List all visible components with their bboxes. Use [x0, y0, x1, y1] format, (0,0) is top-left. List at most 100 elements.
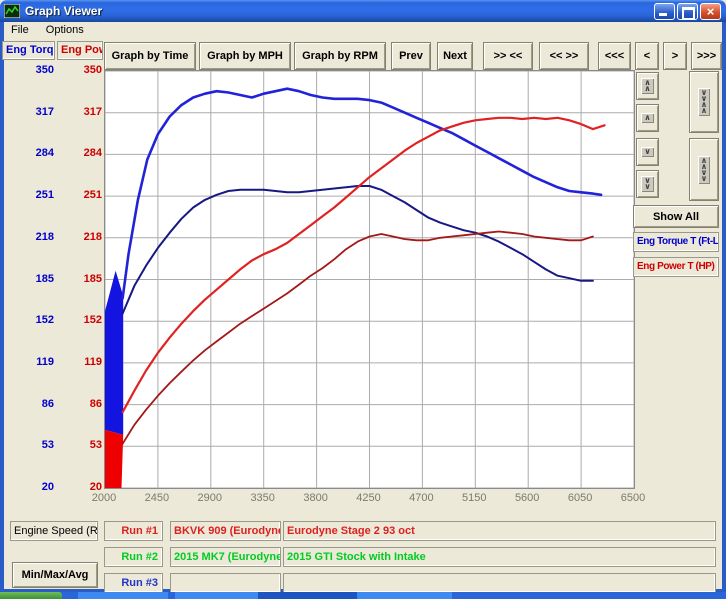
curve-run1_power — [121, 116, 606, 414]
scroll-down-double-icon: ∨ ∨ — [641, 176, 654, 192]
scroll-down-icon: ∨ — [641, 147, 654, 157]
curve-run2_power — [121, 230, 594, 445]
y-tick-label: 185 — [35, 272, 54, 285]
torque-axis-title: Eng Torqu — [2, 41, 55, 60]
taskbar-window-button[interactable] — [258, 592, 357, 599]
zoom-out-x-button[interactable]: << >> — [539, 42, 589, 70]
scroll-up-double-icon: ∧ ∧ — [641, 78, 654, 94]
run-1-file-field[interactable]: BKVK 909 (Eurodyne, B — [170, 521, 281, 541]
curve-run2_torque — [121, 185, 594, 315]
y-tick-label: 86 — [41, 397, 54, 410]
run-1-description-field[interactable]: Eurodyne Stage 2 93 oct — [283, 521, 716, 541]
window-border-left — [0, 22, 4, 592]
start-noise-torque — [105, 270, 124, 435]
start-noise-power — [105, 429, 124, 488]
y-tick-label: 350 — [35, 64, 54, 76]
y-tick-label: 152 — [83, 314, 102, 327]
pan-far-right-button[interactable]: >>> — [691, 42, 722, 70]
power-axis-title: Eng Powe — [57, 41, 103, 60]
run-3-description-field[interactable] — [283, 573, 716, 593]
taskbar-window-button[interactable] — [357, 592, 452, 599]
x-tick-label: 2000 — [91, 492, 117, 504]
scroll-up-double-button[interactable]: ∧ ∧ — [636, 72, 659, 100]
expand-y-button[interactable]: ∧ ∧ ∨ ∨ — [689, 138, 719, 201]
x-axis-label-box: Engine Speed (RPM — [10, 521, 98, 541]
prev-button[interactable]: Prev — [391, 42, 431, 70]
y-tick-label: 119 — [84, 355, 102, 368]
scroll-up-button[interactable]: ∧ — [636, 104, 659, 132]
run-label-2: Run #2 — [104, 547, 163, 567]
close-button[interactable]: × — [700, 3, 721, 20]
run-label-1: Run #1 — [104, 521, 163, 541]
dyno-chart — [105, 71, 634, 488]
scroll-up-icon: ∧ — [641, 113, 654, 123]
graph-by-rpm-button[interactable]: Graph by RPM — [294, 42, 386, 70]
y-tick-label: 20 — [41, 481, 54, 493]
pan-left-button[interactable]: < — [635, 42, 659, 70]
run-2-description-field[interactable]: 2015 GTI Stock with Intake — [283, 547, 716, 567]
collapse-y-button[interactable]: ∨ ∨ ∧ ∧ — [689, 71, 719, 133]
y-tick-label: 284 — [83, 147, 102, 160]
y-tick-label: 218 — [83, 230, 102, 243]
x-tick-label: 4250 — [356, 492, 381, 504]
title-bar[interactable]: Graph Viewer × — [0, 0, 726, 22]
x-tick-label: 5600 — [514, 492, 540, 504]
run-label-3: Run #3 — [104, 573, 163, 593]
chart-plot-area[interactable] — [104, 70, 635, 489]
x-tick-label: 3350 — [250, 492, 275, 504]
y-tick-label: 350 — [83, 64, 102, 76]
y-tick-label: 152 — [35, 314, 54, 327]
expand-y-icon: ∧ ∧ ∨ ∨ — [697, 155, 711, 184]
y-tick-label: 53 — [41, 439, 54, 452]
scroll-down-button[interactable]: ∨ — [636, 138, 659, 166]
pan-far-left-button[interactable]: <<< — [598, 42, 631, 70]
maximize-button[interactable] — [677, 3, 698, 20]
window-border-right — [722, 22, 726, 592]
legend-eng-torque[interactable]: Eng Torque T (Ft-L — [633, 232, 719, 252]
menu-options[interactable]: Options — [45, 24, 84, 36]
x-tick-label: 2900 — [197, 492, 223, 504]
y-tick-label: 86 — [89, 397, 102, 410]
taskbar-strip[interactable] — [0, 592, 726, 599]
next-button[interactable]: Next — [437, 42, 473, 70]
app-icon — [3, 3, 21, 19]
menu-bar: File Options — [0, 22, 726, 39]
power-axis-ticks: 350 317 284 251 218 185 152 119 86 53 20 — [66, 64, 102, 493]
y-tick-label: 53 — [89, 439, 102, 452]
y-tick-label: 20 — [89, 481, 102, 493]
window-title: Graph Viewer — [25, 4, 103, 18]
run-3-file-field[interactable] — [170, 573, 281, 593]
x-tick-label: 4700 — [409, 492, 434, 504]
zoom-in-x-button[interactable]: >> << — [483, 42, 533, 70]
minimize-button[interactable] — [654, 3, 675, 20]
taskbar-window-button[interactable] — [78, 592, 168, 599]
scroll-down-double-button[interactable]: ∨ ∨ — [636, 170, 659, 198]
rpm-axis-ticks: 2000 2450 2900 3350 3800 4250 4700 5150 5600 6050… — [92, 492, 645, 506]
min-max-avg-button[interactable]: Min/Max/Avg — [12, 562, 98, 588]
show-all-button[interactable]: Show All — [633, 205, 719, 228]
pan-right-button[interactable]: > — [663, 42, 687, 70]
y-tick-label: 251 — [83, 189, 102, 202]
x-tick-label: 2450 — [144, 492, 170, 504]
x-tick-label: 6050 — [567, 492, 593, 504]
legend-eng-power[interactable]: Eng Power T (HP) — [633, 257, 719, 277]
taskbar-window-button[interactable] — [175, 592, 258, 599]
y-tick-label: 284 — [35, 147, 54, 160]
y-tick-label: 317 — [35, 105, 54, 118]
graph-by-mph-button[interactable]: Graph by MPH — [199, 42, 291, 70]
y-tick-label: 251 — [35, 189, 54, 202]
start-button-fragment[interactable] — [0, 592, 62, 599]
torque-axis-ticks: 350 317 284 251 218 185 152 119 86 53 20 — [18, 64, 54, 493]
y-tick-label: 185 — [83, 272, 102, 285]
graph-by-time-button[interactable]: Graph by Time — [104, 42, 196, 70]
collapse-y-icon: ∨ ∨ ∧ ∧ — [697, 88, 711, 116]
menu-file[interactable]: File — [11, 24, 29, 36]
y-tick-label: 218 — [35, 230, 54, 243]
x-tick-label: 3800 — [303, 492, 328, 504]
curve-run1_torque — [121, 87, 603, 300]
run-2-file-field[interactable]: 2015 MK7 (Eurodyne, E — [170, 547, 281, 567]
y-tick-label: 317 — [83, 105, 102, 118]
x-tick-label: 6500 — [620, 492, 646, 504]
y-tick-label: 119 — [36, 355, 54, 368]
